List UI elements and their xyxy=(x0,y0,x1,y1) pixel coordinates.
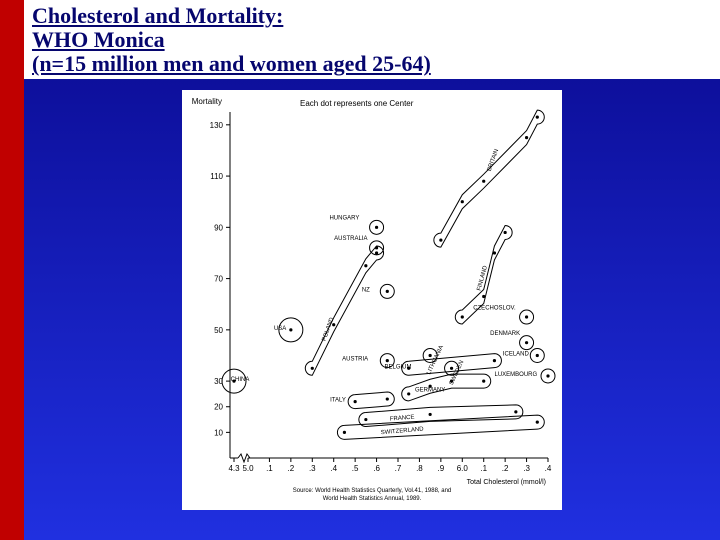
svg-text:ICELAND: ICELAND xyxy=(503,351,530,357)
svg-text:.3: .3 xyxy=(523,464,530,473)
svg-text:.3: .3 xyxy=(309,464,316,473)
svg-text:USA: USA xyxy=(274,326,286,332)
svg-text:Each dot represents one Center: Each dot represents one Center xyxy=(300,99,414,108)
title-line-2: WHO Monica xyxy=(32,28,712,52)
svg-text:.1: .1 xyxy=(266,464,273,473)
svg-text:.8: .8 xyxy=(416,464,423,473)
svg-text:5.0: 5.0 xyxy=(242,464,254,473)
svg-text:.5: .5 xyxy=(352,464,359,473)
svg-text:DENMARK: DENMARK xyxy=(490,331,520,337)
title-line-3: (n=15 million men and women aged 25-64) xyxy=(32,52,712,76)
svg-text:HUNGARY: HUNGARY xyxy=(329,216,359,222)
svg-text:.6: .6 xyxy=(373,464,380,473)
svg-text:20: 20 xyxy=(214,403,223,412)
svg-text:70: 70 xyxy=(214,275,223,284)
title-line-1: Cholesterol and Mortality: xyxy=(32,4,712,28)
svg-text:130: 130 xyxy=(210,121,224,130)
slide: Cholesterol and Mortality: WHO Monica (n… xyxy=(0,0,720,540)
svg-text:.1: .1 xyxy=(480,464,487,473)
svg-text:.9: .9 xyxy=(438,464,445,473)
scatter-chart: Mortality Each dot represents one Center 1… xyxy=(182,90,562,510)
svg-text:AUSTRIA: AUSTRIA xyxy=(342,357,368,363)
svg-text:LUXEMBOURG: LUXEMBOURG xyxy=(495,372,538,378)
svg-text:6.0: 6.0 xyxy=(457,464,469,473)
svg-text:110: 110 xyxy=(210,172,223,181)
red-accent-strip xyxy=(0,0,24,540)
svg-text:10: 10 xyxy=(214,428,223,437)
svg-text:World Health Statistics Annual: World Health Statistics Annual, 1989. xyxy=(323,496,422,502)
svg-text:CHINA: CHINA xyxy=(231,377,250,383)
chart-container: Mortality Each dot represents one Center 1… xyxy=(24,90,720,540)
svg-text:GERMANY: GERMANY xyxy=(415,387,445,393)
svg-text:Mortality: Mortality xyxy=(192,97,222,106)
svg-text:AUSTRALIA: AUSTRALIA xyxy=(334,236,367,242)
svg-text:.4: .4 xyxy=(545,464,552,473)
svg-text:.2: .2 xyxy=(288,464,295,473)
svg-text:.4: .4 xyxy=(330,464,337,473)
svg-text:4.3: 4.3 xyxy=(228,464,240,473)
title-block: Cholesterol and Mortality: WHO Monica (n… xyxy=(24,0,720,79)
svg-text:50: 50 xyxy=(214,326,223,335)
svg-text:ITALY: ITALY xyxy=(330,398,346,404)
svg-text:CZECHOSLOV.: CZECHOSLOV. xyxy=(473,305,516,311)
svg-text:.2: .2 xyxy=(502,464,509,473)
main-panel: Cholesterol and Mortality: WHO Monica (n… xyxy=(24,0,720,540)
svg-text:NZ: NZ xyxy=(362,287,370,293)
svg-text:90: 90 xyxy=(214,223,223,232)
svg-text:.7: .7 xyxy=(395,464,402,473)
svg-text:BELGIUM: BELGIUM xyxy=(384,364,411,370)
svg-text:Source: World Health Statistic: Source: World Health Statistics Quarterl… xyxy=(293,488,452,494)
svg-text:Total Cholesterol (mmol/l): Total Cholesterol (mmol/l) xyxy=(467,479,546,486)
